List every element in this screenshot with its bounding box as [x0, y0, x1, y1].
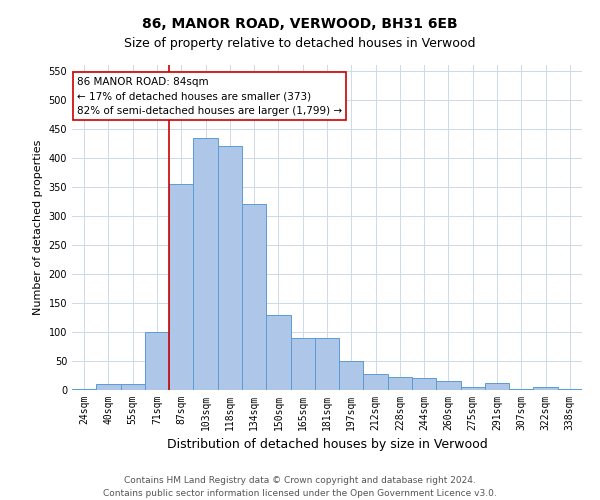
Bar [218, 146, 242, 390]
Bar [193, 138, 218, 390]
Text: 86 MANOR ROAD: 84sqm
← 17% of detached houses are smaller (373)
82% of semi-deta: 86 MANOR ROAD: 84sqm ← 17% of detached h… [77, 76, 342, 116]
Bar [242, 204, 266, 390]
Bar [72, 389, 96, 390]
Bar [509, 389, 533, 390]
Bar [145, 332, 169, 390]
Bar [461, 387, 485, 390]
Bar [169, 184, 193, 390]
Text: Contains HM Land Registry data © Crown copyright and database right 2024.
Contai: Contains HM Land Registry data © Crown c… [103, 476, 497, 498]
Text: Size of property relative to detached houses in Verwood: Size of property relative to detached ho… [124, 38, 476, 51]
Bar [412, 378, 436, 390]
Bar [96, 384, 121, 390]
Bar [485, 383, 509, 390]
Bar [290, 338, 315, 390]
Y-axis label: Number of detached properties: Number of detached properties [33, 140, 43, 315]
Bar [364, 374, 388, 390]
Bar [121, 384, 145, 390]
Bar [388, 377, 412, 390]
Text: 86, MANOR ROAD, VERWOOD, BH31 6EB: 86, MANOR ROAD, VERWOOD, BH31 6EB [142, 18, 458, 32]
Bar [266, 314, 290, 390]
X-axis label: Distribution of detached houses by size in Verwood: Distribution of detached houses by size … [167, 438, 487, 452]
Bar [558, 389, 582, 390]
Bar [436, 382, 461, 390]
Bar [533, 387, 558, 390]
Bar [339, 361, 364, 390]
Bar [315, 338, 339, 390]
